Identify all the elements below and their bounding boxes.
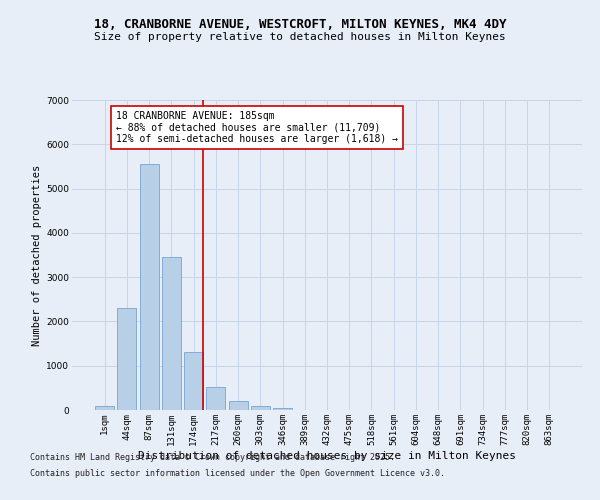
Y-axis label: Number of detached properties: Number of detached properties — [32, 164, 42, 346]
X-axis label: Distribution of detached houses by size in Milton Keynes: Distribution of detached houses by size … — [138, 450, 516, 460]
Bar — [140, 164, 158, 410]
Bar — [251, 406, 270, 410]
Text: 18 CRANBORNE AVENUE: 185sqm
← 88% of detached houses are smaller (11,709)
12% of: 18 CRANBORNE AVENUE: 185sqm ← 88% of det… — [116, 111, 398, 144]
Bar — [184, 352, 203, 410]
Text: Contains public sector information licensed under the Open Government Licence v3: Contains public sector information licen… — [30, 468, 445, 477]
Bar — [95, 406, 114, 410]
Bar — [118, 308, 136, 410]
Text: 18, CRANBORNE AVENUE, WESTCROFT, MILTON KEYNES, MK4 4DY: 18, CRANBORNE AVENUE, WESTCROFT, MILTON … — [94, 18, 506, 30]
Text: Size of property relative to detached houses in Milton Keynes: Size of property relative to detached ho… — [94, 32, 506, 42]
Bar — [273, 408, 292, 410]
Text: Contains HM Land Registry data © Crown copyright and database right 2025.: Contains HM Land Registry data © Crown c… — [30, 454, 395, 462]
Bar — [229, 401, 248, 410]
Bar — [162, 257, 181, 410]
Bar — [206, 387, 225, 410]
